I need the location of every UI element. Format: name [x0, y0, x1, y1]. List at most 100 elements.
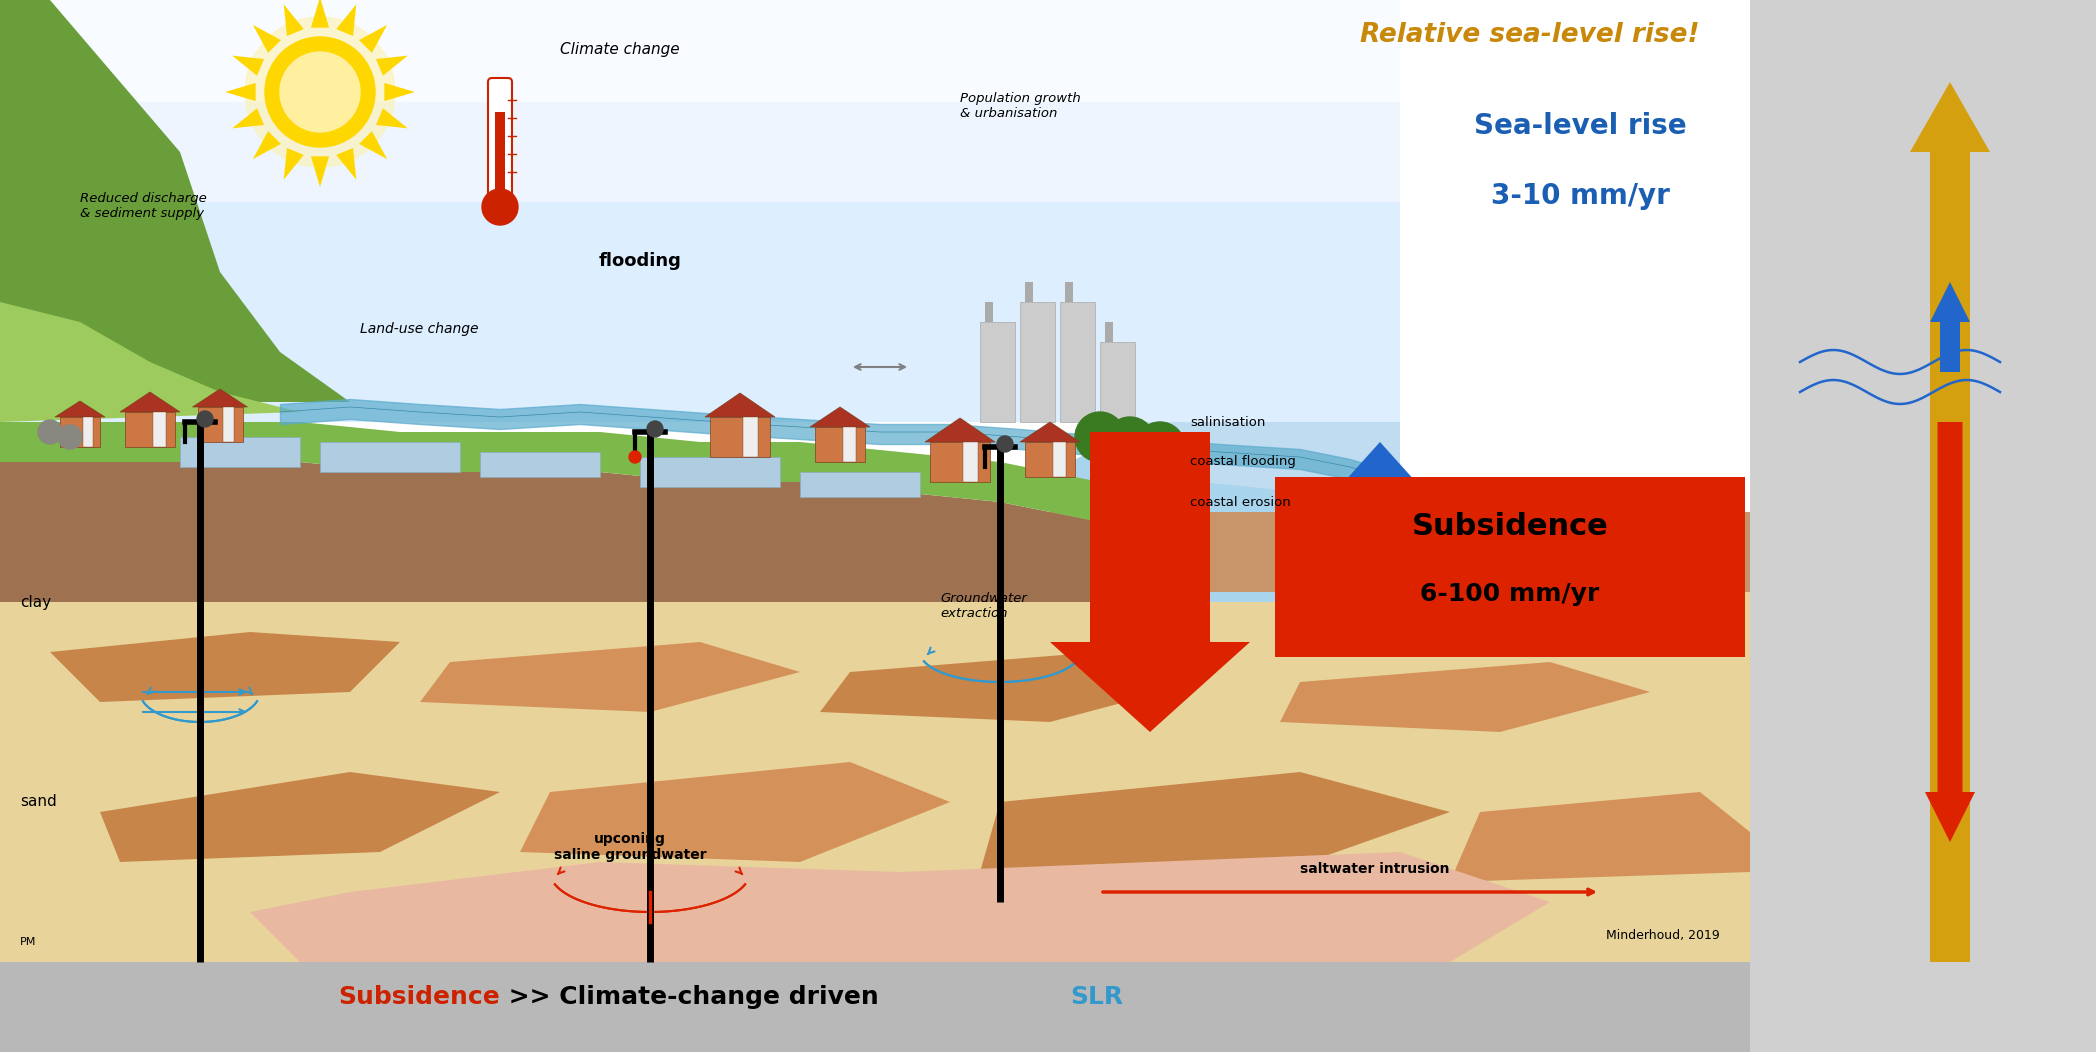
Circle shape — [38, 420, 63, 444]
Polygon shape — [358, 132, 388, 159]
FancyBboxPatch shape — [815, 427, 866, 462]
Polygon shape — [1021, 422, 1079, 442]
FancyBboxPatch shape — [0, 962, 1750, 1052]
Text: Relative sea-level rise!: Relative sea-level rise! — [1360, 22, 1700, 48]
Text: 3-10 mm/yr: 3-10 mm/yr — [1490, 182, 1668, 210]
Text: PM: PM — [21, 937, 36, 947]
Text: coastal erosion: coastal erosion — [1191, 495, 1291, 508]
Circle shape — [1105, 417, 1155, 467]
FancyBboxPatch shape — [985, 322, 994, 342]
FancyBboxPatch shape — [0, 0, 1400, 102]
FancyBboxPatch shape — [1105, 302, 1113, 322]
FancyBboxPatch shape — [0, 512, 1750, 962]
Circle shape — [1075, 412, 1126, 462]
Circle shape — [648, 421, 662, 437]
Polygon shape — [704, 393, 776, 417]
FancyBboxPatch shape — [0, 0, 1400, 422]
FancyArrow shape — [1335, 442, 1425, 562]
FancyBboxPatch shape — [321, 442, 459, 472]
FancyBboxPatch shape — [153, 412, 166, 447]
Polygon shape — [254, 132, 281, 159]
Polygon shape — [1050, 422, 1400, 602]
Text: Sea-level rise: Sea-level rise — [1473, 112, 1687, 140]
Text: 6-100 mm/yr: 6-100 mm/yr — [1421, 582, 1599, 606]
FancyBboxPatch shape — [1065, 322, 1073, 342]
FancyBboxPatch shape — [61, 417, 101, 447]
Text: Subsidence: Subsidence — [337, 985, 501, 1009]
FancyBboxPatch shape — [843, 427, 855, 462]
Text: Climate change: Climate change — [560, 42, 679, 57]
Polygon shape — [233, 108, 264, 128]
FancyBboxPatch shape — [126, 412, 174, 447]
FancyBboxPatch shape — [84, 417, 92, 447]
Polygon shape — [119, 392, 180, 412]
Text: coastal flooding: coastal flooding — [1191, 456, 1295, 468]
FancyArrow shape — [1050, 432, 1249, 732]
Circle shape — [59, 425, 82, 449]
Text: flooding: flooding — [599, 252, 681, 270]
Polygon shape — [1100, 422, 1400, 502]
Text: Minderhoud, 2019: Minderhoud, 2019 — [1606, 929, 1721, 942]
FancyArrow shape — [1909, 82, 1989, 962]
Circle shape — [197, 411, 214, 427]
Polygon shape — [224, 83, 256, 101]
FancyBboxPatch shape — [1025, 302, 1033, 322]
Polygon shape — [54, 401, 105, 417]
Polygon shape — [193, 389, 247, 407]
Polygon shape — [50, 632, 400, 702]
FancyBboxPatch shape — [1021, 322, 1054, 422]
Text: clay: clay — [21, 594, 50, 609]
FancyBboxPatch shape — [0, 512, 1750, 592]
FancyArrow shape — [1924, 422, 1974, 842]
Polygon shape — [283, 148, 304, 180]
Circle shape — [245, 17, 394, 167]
FancyBboxPatch shape — [742, 417, 759, 457]
Polygon shape — [0, 0, 350, 422]
Text: saltwater intrusion: saltwater intrusion — [1300, 862, 1450, 876]
Polygon shape — [310, 157, 329, 187]
Circle shape — [629, 451, 641, 463]
FancyBboxPatch shape — [0, 0, 1750, 962]
Polygon shape — [310, 0, 329, 27]
FancyBboxPatch shape — [480, 452, 599, 477]
FancyBboxPatch shape — [962, 442, 979, 482]
FancyBboxPatch shape — [1100, 322, 1136, 422]
FancyBboxPatch shape — [495, 112, 505, 202]
Polygon shape — [924, 418, 996, 442]
Circle shape — [264, 37, 375, 147]
FancyBboxPatch shape — [1025, 442, 1075, 477]
Polygon shape — [233, 56, 264, 76]
FancyBboxPatch shape — [222, 407, 235, 442]
FancyBboxPatch shape — [1274, 477, 1746, 658]
Polygon shape — [283, 4, 304, 36]
FancyBboxPatch shape — [931, 442, 989, 482]
FancyBboxPatch shape — [1052, 442, 1065, 477]
FancyArrow shape — [1930, 282, 1970, 372]
Polygon shape — [520, 762, 949, 862]
Text: Groundwater
extraction: Groundwater extraction — [939, 592, 1027, 620]
Polygon shape — [1281, 662, 1650, 732]
Polygon shape — [375, 108, 409, 128]
Text: salinisation: salinisation — [1191, 416, 1266, 428]
Polygon shape — [335, 4, 356, 36]
Polygon shape — [1450, 792, 1750, 882]
Polygon shape — [0, 462, 1100, 602]
FancyBboxPatch shape — [711, 417, 769, 457]
FancyBboxPatch shape — [197, 407, 243, 442]
Polygon shape — [0, 422, 1100, 522]
Polygon shape — [419, 642, 801, 712]
Text: Land-use change: Land-use change — [361, 322, 478, 336]
Polygon shape — [101, 772, 501, 862]
Polygon shape — [254, 25, 281, 53]
Polygon shape — [375, 56, 409, 76]
Polygon shape — [981, 772, 1450, 872]
Text: Reduced discharge
& sediment supply: Reduced discharge & sediment supply — [80, 193, 208, 220]
FancyBboxPatch shape — [488, 78, 511, 206]
Text: >> Climate-change driven: >> Climate-change driven — [501, 985, 887, 1009]
Circle shape — [998, 436, 1012, 452]
Circle shape — [281, 52, 361, 132]
Text: Subsidence: Subsidence — [1411, 512, 1608, 541]
FancyBboxPatch shape — [801, 472, 920, 497]
Polygon shape — [820, 652, 1201, 722]
FancyBboxPatch shape — [981, 342, 1014, 422]
